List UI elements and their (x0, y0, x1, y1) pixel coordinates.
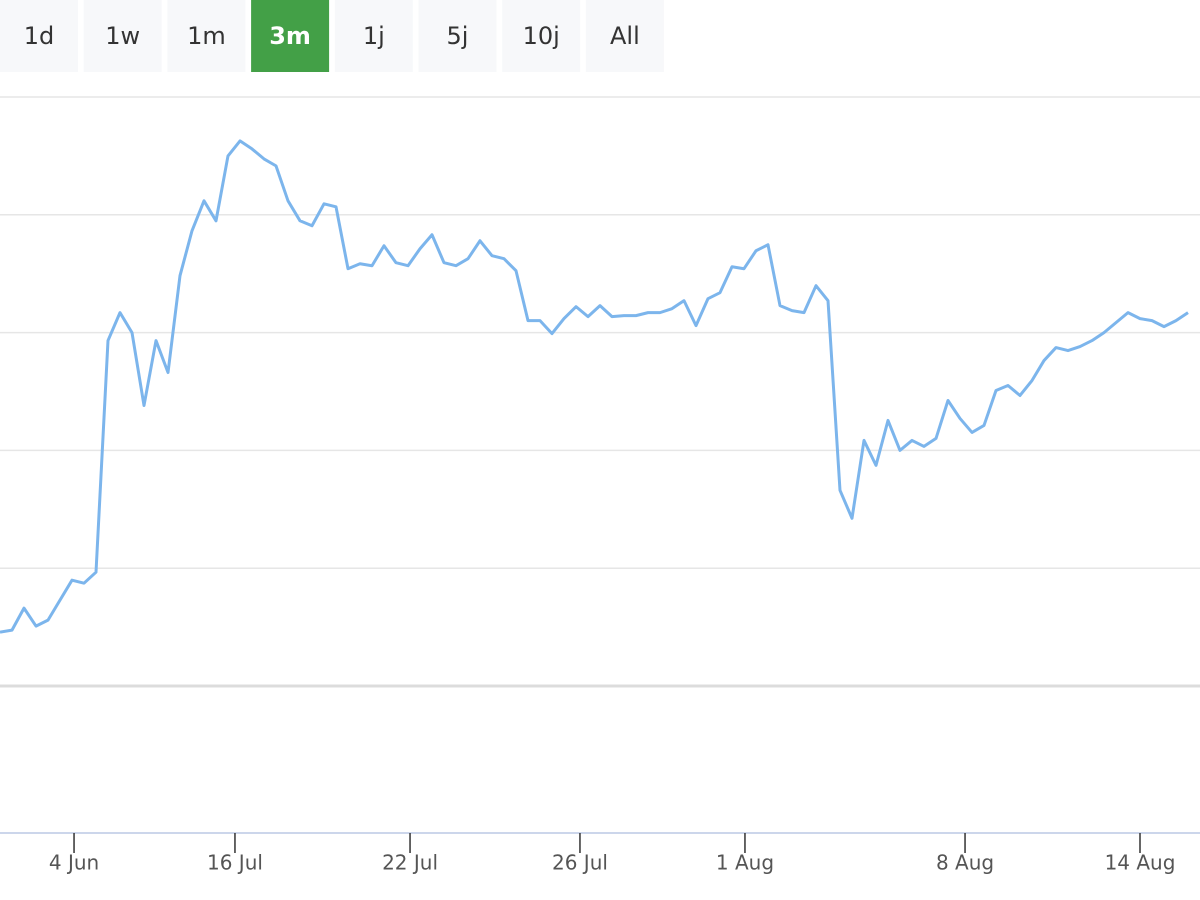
x-tick-label: 22 Jul (382, 851, 438, 875)
x-tick-label: 4 Jun (49, 851, 99, 875)
range-button-label[interactable]: All (610, 22, 640, 50)
range-button[interactable] (334, 0, 413, 72)
x-tick-label: 14 Aug (1105, 851, 1176, 875)
range-button[interactable] (251, 0, 330, 72)
range-button[interactable] (502, 0, 581, 72)
x-tick-label: 26 Jul (552, 851, 608, 875)
range-button-label[interactable]: 1j (363, 22, 385, 50)
range-button[interactable] (83, 0, 162, 72)
range-button-label[interactable]: 1m (187, 22, 226, 50)
range-button[interactable] (0, 0, 78, 72)
x-tick-label: 8 Aug (936, 851, 994, 875)
range-button-label[interactable]: 3m (269, 22, 311, 50)
x-tick-label: 16 Jul (207, 851, 263, 875)
range-button[interactable] (585, 0, 664, 72)
price-line (0, 139, 1189, 634)
range-button-label[interactable]: 5j (447, 22, 469, 50)
x-tick-label: 1 Aug (716, 851, 774, 875)
range-button-label[interactable]: 1d (24, 22, 55, 50)
range-button-label[interactable]: 1w (105, 22, 140, 50)
range-button[interactable] (167, 0, 246, 72)
range-button-label[interactable]: 10j (523, 22, 560, 50)
range-button[interactable] (418, 0, 497, 72)
